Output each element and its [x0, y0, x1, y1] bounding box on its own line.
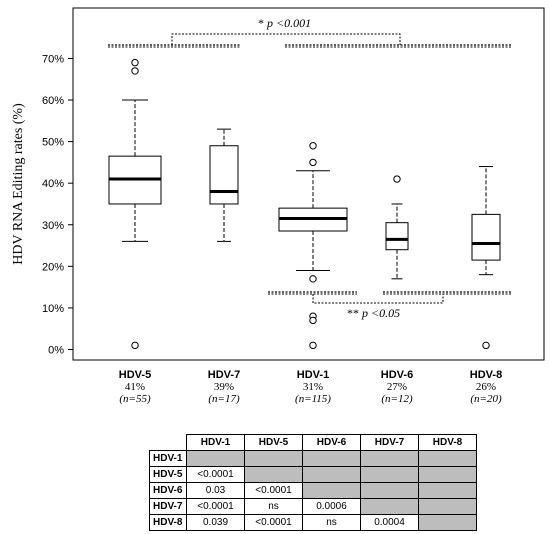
y-tick-label: 50% [42, 137, 64, 149]
table-cell [302, 450, 361, 467]
table-cell: 0.0006 [302, 498, 361, 515]
column-header: HDV-5 [244, 434, 303, 451]
top-significance-bracket [108, 33, 512, 48]
top-significance-label: * p <0.001 [258, 16, 311, 30]
table-cell [244, 466, 303, 483]
table-cell [418, 498, 477, 515]
table-cell [360, 466, 419, 483]
table-cell: <0.0001 [186, 466, 245, 483]
table-cell: 0.039 [186, 514, 245, 531]
row-header: HDV-8 [149, 514, 187, 531]
category-label: HDV-5 [119, 369, 151, 381]
median-percent-label: 27% [387, 381, 407, 393]
boxes [108, 58, 501, 350]
table-header-row: HDV-1 HDV-5 HDV-6 HDV-7 HDV-8 [149, 434, 477, 451]
table-row: HDV-8 0.039 <0.0001 ns 0.0004 [149, 514, 477, 531]
table-cell: ns [244, 498, 303, 515]
table-cell [360, 450, 419, 467]
row-header: HDV-5 [149, 466, 187, 483]
column-header: HDV-1 [186, 434, 245, 451]
table-cell [244, 450, 303, 467]
plot-frame [72, 7, 545, 361]
table-cell [418, 482, 477, 499]
box-hdv-8 [471, 166, 501, 350]
table-row: HDV-5 <0.0001 [149, 466, 477, 483]
y-axis: 0% 10% 20% 30% 40% 50% 60% 70% [42, 53, 73, 357]
table-cell: ns [302, 514, 361, 531]
iqr-box [385, 222, 409, 251]
column-header: HDV-6 [302, 434, 361, 451]
p-value-table: HDV-1 HDV-5 HDV-6 HDV-7 HDV-8 HDV-1 HDV-5… [149, 434, 477, 531]
table-row: HDV-1 [149, 450, 477, 467]
iqr-box [209, 145, 239, 205]
sample-size-label: (n=17) [208, 393, 240, 405]
table-cell [360, 482, 419, 499]
y-axis-label: HDV RNA Editing rates (%) [11, 103, 26, 265]
y-tick-label: 0% [48, 345, 64, 357]
median-percent-label: 31% [303, 381, 323, 393]
outlier-point [482, 341, 490, 350]
sample-size-label: (n=12) [381, 393, 413, 405]
outlier-point [309, 142, 317, 150]
table-cell: 0.03 [186, 482, 245, 499]
iqr-box [471, 213, 501, 261]
sample-size-label: (n=115) [295, 393, 331, 405]
row-header: HDV-6 [149, 482, 187, 499]
box-hdv-5 [108, 58, 162, 350]
median-percent-label: 26% [476, 381, 496, 393]
sample-size-label: (n=55) [119, 393, 151, 405]
table-corner [149, 434, 187, 451]
bottom-significance-label: ** p <0.05 [347, 306, 400, 320]
y-tick-label: 30% [42, 220, 64, 232]
category-label: HDV-8 [470, 369, 502, 381]
box-plot: 0% 10% 20% 30% 40% 50% 60% 70% HDV RNA Editing … [11, 7, 545, 405]
table-cell [302, 466, 361, 483]
outlier-point [309, 275, 317, 283]
y-tick-label: 60% [42, 95, 64, 107]
table-cell: <0.0001 [244, 482, 303, 499]
table-cell [418, 450, 477, 467]
outlier-point [393, 175, 401, 183]
table-cell: <0.0001 [186, 498, 245, 515]
outlier-point [131, 58, 139, 67]
outlier-point [131, 67, 139, 75]
row-header: HDV-1 [149, 450, 187, 467]
category-label: HDV-6 [381, 369, 413, 381]
table-cell [360, 498, 419, 515]
table-cell: <0.0001 [244, 514, 303, 531]
box-hdv-6 [385, 175, 409, 280]
y-tick-label: 40% [42, 178, 64, 190]
table-row: HDV-6 0.03 <0.0001 [149, 482, 477, 499]
median-percent-label: 39% [214, 381, 234, 393]
sample-size-label: (n=20) [470, 393, 502, 405]
y-tick-label: 10% [42, 303, 64, 315]
box-hdv-7 [209, 128, 239, 242]
table-cell: 0.0004 [360, 514, 419, 531]
row-header: HDV-7 [149, 498, 187, 515]
table-row: HDV-7 <0.0001 ns 0.0006 [149, 498, 477, 515]
column-header: HDV-8 [418, 434, 477, 451]
category-label: HDV-1 [297, 369, 329, 381]
outlier-point [131, 341, 139, 350]
table-cell [186, 450, 245, 467]
box-hdv-1 [278, 142, 348, 350]
outlier-point [309, 341, 317, 350]
median-percent-label: 41% [125, 381, 145, 393]
bottom-significance-bracket [268, 291, 512, 304]
outlier-point [309, 316, 317, 325]
y-tick-label: 70% [42, 53, 64, 65]
column-header: HDV-7 [360, 434, 419, 451]
category-label: HDV-7 [208, 369, 240, 381]
category-labels: HDV-541%(n=55)HDV-739%(n=17)HDV-131%(n=1… [119, 369, 502, 405]
table-cell [418, 466, 477, 483]
outlier-point [309, 158, 317, 167]
table-cell [418, 514, 477, 531]
table-cell [302, 482, 361, 499]
y-tick-label: 20% [42, 261, 64, 273]
